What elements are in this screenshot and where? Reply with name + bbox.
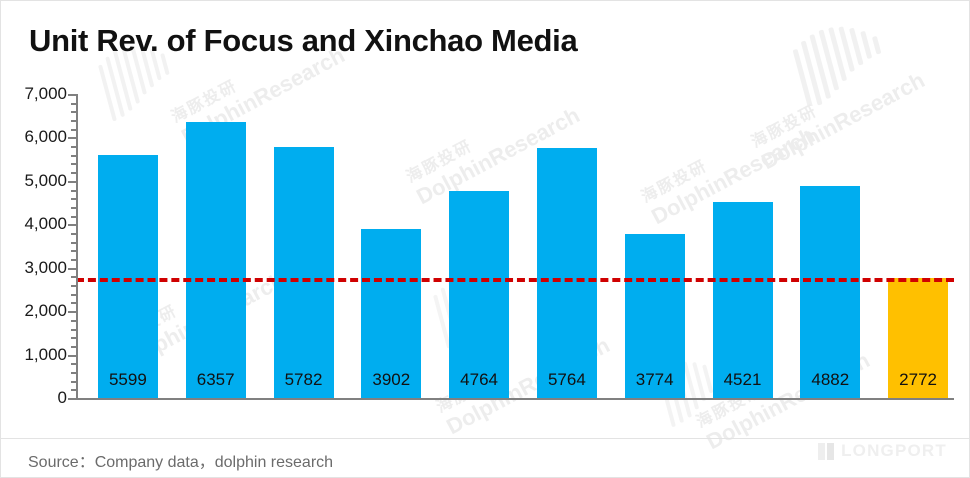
y-axis-major-tick	[68, 311, 76, 314]
reference-line	[76, 277, 954, 282]
y-axis-minor-tick	[71, 371, 76, 374]
y-axis-tick-label: 6,000	[24, 127, 67, 147]
y-axis-minor-tick	[71, 206, 76, 209]
y-axis-major-tick	[68, 267, 76, 270]
bar-value-label: 4882	[811, 370, 850, 389]
x-axis-line	[76, 398, 954, 400]
fan-watermark-top-right	[793, 26, 881, 106]
bar-2016[interactable]: 5599	[97, 154, 158, 398]
y-axis-minor-tick	[71, 163, 76, 166]
y-axis-tick-label: 7,000	[24, 84, 67, 103]
bar-2024[interactable]: 4882	[800, 185, 861, 398]
bar-value-label: 3774	[635, 370, 674, 389]
y-axis-labels: 0 1,000 2,000 3,000 4,000 5,000 6,000 7,000	[1, 84, 67, 407]
longport-logo: LONGPORT	[818, 441, 947, 461]
bar-value-label: 5782	[284, 370, 323, 389]
y-axis-major-tick	[68, 180, 76, 183]
y-axis-major-tick	[68, 137, 76, 140]
bar-2019[interactable]: 3902	[361, 228, 422, 398]
y-axis-minor-tick	[71, 328, 76, 331]
y-axis-minor-tick	[71, 276, 76, 279]
bar-2017[interactable]: 6357	[185, 121, 246, 398]
bar-2018[interactable]: 5782	[273, 146, 334, 398]
y-axis-minor-tick	[71, 319, 76, 322]
bar-value-label: 4764	[460, 370, 498, 389]
bar-2020[interactable]: 4764	[449, 191, 510, 398]
bar-value-label: 5764	[547, 370, 586, 389]
y-axis-minor-tick	[71, 198, 76, 201]
y-axis-tick-label: 4,000	[24, 214, 67, 234]
bar-value-label: 4521	[723, 370, 762, 389]
y-axis-major-tick	[68, 224, 76, 227]
y-axis-major-tick	[68, 398, 76, 400]
y-axis-major-tick	[68, 354, 76, 357]
y-axis-tick-label: 3,000	[24, 257, 67, 277]
y-axis-tick-label: 1,000	[24, 344, 67, 364]
y-axis-minor-tick	[71, 250, 76, 253]
y-axis-minor-tick	[71, 102, 76, 105]
y-axis-tick-label: 5,000	[24, 170, 67, 190]
y-axis-minor-tick	[71, 380, 76, 383]
bar-2024-XC[interactable]: 2772	[888, 277, 949, 398]
y-axis-minor-tick	[71, 120, 76, 123]
bar-value-label: 5599	[108, 370, 147, 389]
source-note: Source：Company data，dolphin research	[28, 454, 334, 471]
bar-value-label: 3902	[372, 370, 411, 389]
y-axis-minor-tick	[71, 128, 76, 131]
y-axis-line	[76, 94, 78, 399]
y-axis-minor-tick	[71, 232, 76, 235]
y-axis-minor-tick	[71, 302, 76, 305]
bar-2022[interactable]: 3774	[624, 234, 685, 398]
y-axis-minor-tick	[71, 154, 76, 157]
footer-divider	[1, 438, 969, 439]
y-axis-major-tick	[68, 94, 76, 96]
y-axis-minor-tick	[71, 111, 76, 114]
y-axis-minor-tick	[71, 363, 76, 366]
longport-logo-text: LONGPORT	[841, 441, 947, 460]
y-axis-minor-tick	[71, 215, 76, 218]
chart-title: Unit Rev. of Focus and Xinchao Media	[29, 23, 578, 58]
y-axis-minor-tick	[71, 337, 76, 340]
bar-2023[interactable]: 4521	[712, 201, 773, 398]
bar-2021[interactable]: 5764	[536, 147, 597, 398]
y-axis-tick-label: 0	[57, 388, 67, 407]
plot-area: 5599201663572017578220183902201947642020…	[68, 94, 954, 400]
y-axis-minor-tick	[71, 285, 76, 288]
bar-value-label: 2772	[899, 370, 937, 389]
longport-mark-icon	[818, 442, 835, 460]
bar-value-label: 6357	[196, 370, 235, 389]
y-axis-minor-tick	[71, 259, 76, 262]
y-axis-tick-label: 2,000	[24, 301, 67, 321]
y-axis-minor-tick	[71, 172, 76, 175]
y-axis-minor-tick	[71, 241, 76, 244]
y-axis-minor-tick	[71, 189, 76, 192]
y-axis-minor-tick	[71, 293, 76, 296]
y-axis-minor-tick	[71, 345, 76, 348]
y-axis-minor-tick	[71, 389, 76, 392]
y-axis-minor-tick	[71, 146, 76, 149]
